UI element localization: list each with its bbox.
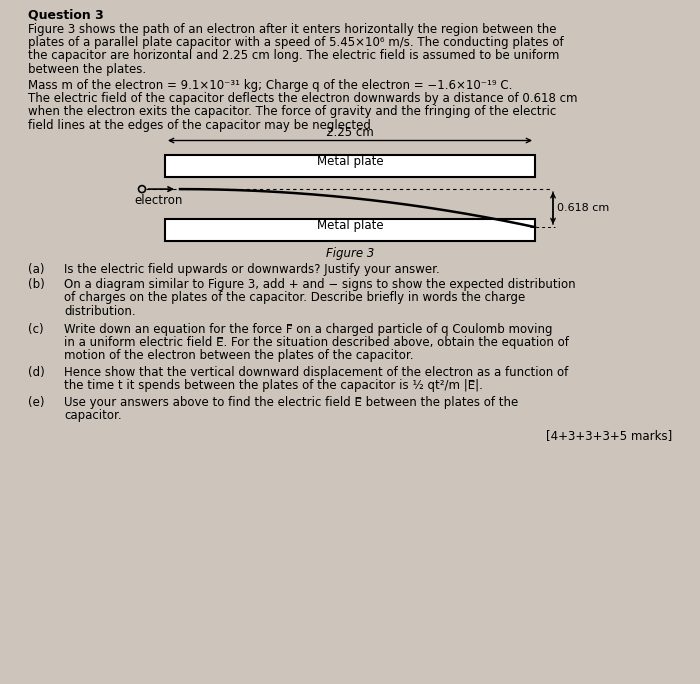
Text: capacitor.: capacitor. <box>64 410 122 423</box>
Text: 0.618 cm: 0.618 cm <box>557 203 609 213</box>
Bar <box>165 155 535 176</box>
Text: distribution.: distribution. <box>64 305 136 318</box>
Text: Hence show that the vertical downward displacement of the electron as a function: Hence show that the vertical downward di… <box>64 366 568 379</box>
Text: (a): (a) <box>28 263 45 276</box>
Text: motion of the electron between the plates of the capacitor.: motion of the electron between the plate… <box>64 350 414 363</box>
Text: Figure 3 shows the path of an electron after it enters horizontally the region b: Figure 3 shows the path of an electron a… <box>28 23 556 36</box>
Text: Write down an equation for the force F⃗ on a charged particle of q Coulomb movin: Write down an equation for the force F⃗ … <box>64 322 552 335</box>
Text: field lines at the edges of the capacitor may be neglected: field lines at the edges of the capacito… <box>28 119 371 132</box>
Text: The electric field of the capacitor deflects the electron downwards by a distanc: The electric field of the capacitor defl… <box>28 92 578 105</box>
Text: in a uniform electric field E⃗. For the situation described above, obtain the eq: in a uniform electric field E⃗. For the … <box>64 336 569 349</box>
Text: Mass m of the electron = 9.1×10⁻³¹ kg; Charge q of the electron = −1.6×10⁻¹⁹ C.: Mass m of the electron = 9.1×10⁻³¹ kg; C… <box>28 79 512 92</box>
Bar <box>165 218 535 241</box>
Text: (d): (d) <box>28 366 45 379</box>
Text: 2.25 cm: 2.25 cm <box>326 125 374 138</box>
Text: the time t it spends between the plates of the capacitor is ½ qt²/m |E⃗|.: the time t it spends between the plates … <box>64 380 483 393</box>
Text: Figure 3: Figure 3 <box>326 246 374 259</box>
Text: On a diagram similar to Figure 3, add + and − signs to show the expected distrib: On a diagram similar to Figure 3, add + … <box>64 278 575 291</box>
Text: Metal plate: Metal plate <box>316 219 384 232</box>
Text: Use your answers above to find the electric field E⃗ between the plates of the: Use your answers above to find the elect… <box>64 396 518 409</box>
Text: of charges on the plates of the capacitor. Describe briefly in words the charge: of charges on the plates of the capacito… <box>64 291 525 304</box>
Text: (b): (b) <box>28 278 45 291</box>
Text: plates of a parallel plate capacitor with a speed of 5.45×10⁶ m/s. The conductin: plates of a parallel plate capacitor wit… <box>28 36 564 49</box>
Text: [4+3+3+3+5 marks]: [4+3+3+3+5 marks] <box>546 429 672 442</box>
Text: Metal plate: Metal plate <box>316 155 384 168</box>
Text: (c): (c) <box>28 322 43 335</box>
Text: electron: electron <box>134 194 183 207</box>
Text: (e): (e) <box>28 396 45 409</box>
Text: when the electron exits the capacitor. The force of gravity and the fringing of : when the electron exits the capacitor. T… <box>28 105 556 118</box>
Text: the capacitor are horizontal and 2.25 cm long. The electric field is assumed to : the capacitor are horizontal and 2.25 cm… <box>28 49 559 62</box>
Text: Question 3: Question 3 <box>28 8 104 21</box>
Text: between the plates.: between the plates. <box>28 63 146 76</box>
Text: Is the electric field upwards or downwards? Justify your answer.: Is the electric field upwards or downwar… <box>64 263 440 276</box>
